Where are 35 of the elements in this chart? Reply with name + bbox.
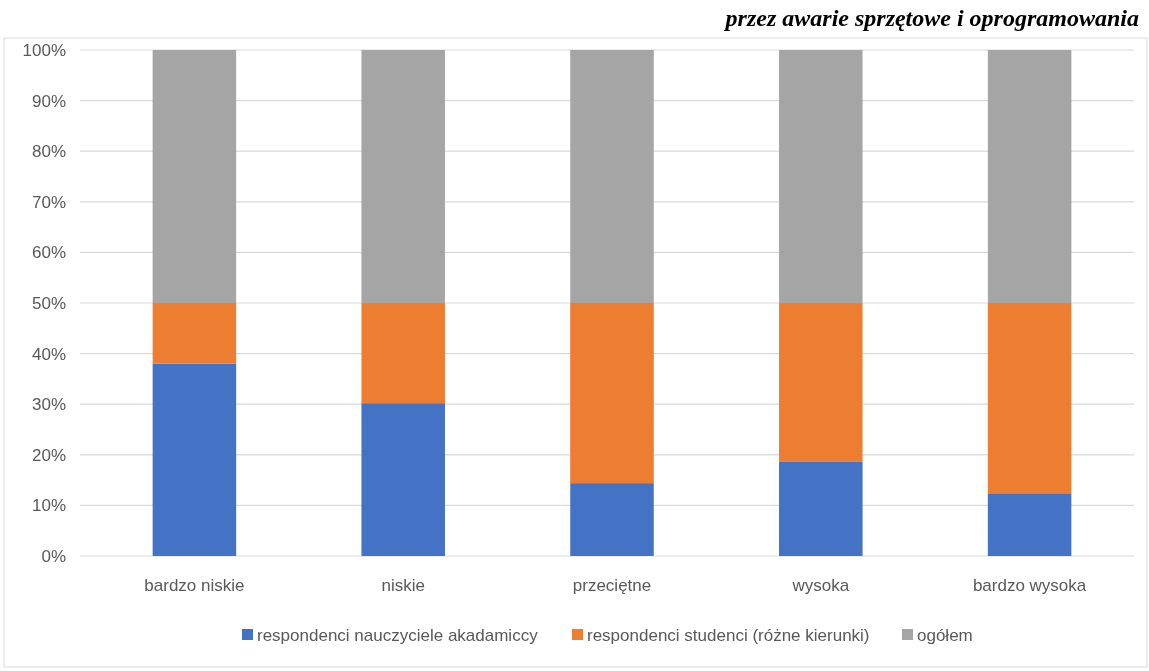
legend-label: ogółem <box>917 625 973 645</box>
bar <box>361 303 445 404</box>
y-tick-label: 100% <box>22 40 66 60</box>
y-tick-label: 90% <box>31 91 66 111</box>
bar <box>570 303 654 484</box>
x-tick-label: wysoka <box>791 576 850 595</box>
bar <box>779 303 863 462</box>
bar <box>987 493 1072 556</box>
x-tick-label: niskie <box>381 576 425 595</box>
bar <box>152 363 237 556</box>
y-tick-label: 30% <box>31 395 66 415</box>
bar <box>987 50 1072 303</box>
y-tick-label: 70% <box>31 192 66 212</box>
legend-label: respondenci nauczyciele akadamiccy <box>257 625 539 645</box>
bar <box>361 50 445 303</box>
bar <box>152 303 237 364</box>
chart-title: przez awarie sprzętowe i oprogramowania <box>723 5 1139 31</box>
bar <box>570 483 654 556</box>
y-tick-label: 0% <box>41 546 66 566</box>
bar <box>361 403 445 556</box>
x-tick-label: bardzo niskie <box>144 576 245 595</box>
y-tick-label: 40% <box>31 344 66 364</box>
bar <box>779 50 863 303</box>
x-tick-label: bardzo wysoka <box>972 576 1087 595</box>
y-tick-label: 50% <box>31 293 66 313</box>
legend-label: respondenci studenci (różne kierunki) <box>587 625 870 645</box>
bar <box>570 50 654 303</box>
bar <box>152 50 237 303</box>
bar <box>779 461 863 556</box>
y-tick-label: 80% <box>31 142 66 162</box>
x-tick-label: przeciętne <box>572 576 652 595</box>
y-tick-label: 10% <box>31 496 66 516</box>
bar <box>987 303 1072 494</box>
y-tick-label: 60% <box>31 243 66 263</box>
y-tick-label: 20% <box>31 445 66 465</box>
